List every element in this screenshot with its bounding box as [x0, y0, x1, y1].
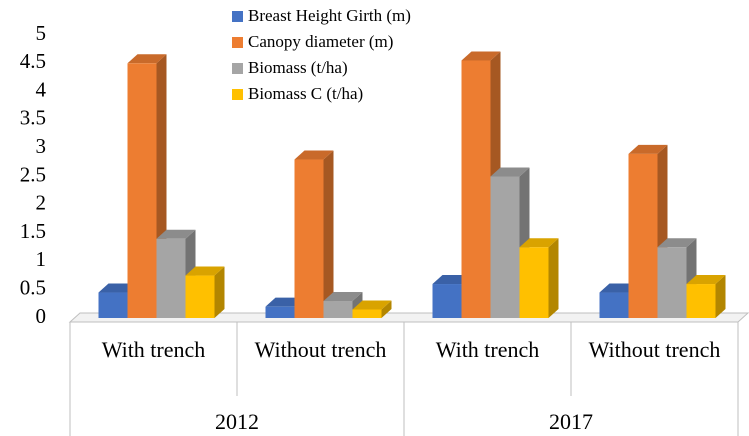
y-tick-label: 1.5 — [20, 219, 46, 243]
bar-face — [686, 284, 716, 318]
legend-label: Biomass (t/ha) — [248, 58, 348, 77]
y-tick-label: 5 — [36, 21, 47, 45]
bar-face — [98, 292, 128, 318]
bar-face — [628, 153, 658, 318]
bar-face — [127, 63, 157, 318]
y-tick-label: 2.5 — [20, 162, 46, 186]
bar-face — [548, 238, 559, 318]
x-group-label: 2012 — [215, 409, 259, 434]
bar — [185, 266, 225, 318]
legend-swatch — [232, 89, 243, 100]
bar-face — [490, 167, 530, 177]
y-tick-label: 3.5 — [20, 106, 46, 130]
x-tick-label: With trench — [435, 337, 540, 362]
bar-face — [628, 144, 668, 154]
bar — [294, 150, 334, 318]
bar-face — [127, 54, 167, 64]
bar-face — [156, 229, 196, 239]
bar-face — [686, 275, 726, 285]
y-tick-label: 4.5 — [20, 49, 46, 73]
legend-swatch — [232, 63, 243, 74]
bar-face — [519, 238, 559, 248]
x-tick-label: With trench — [101, 337, 206, 362]
bar-face — [461, 51, 501, 61]
legend-label: Breast Height Girth (m) — [248, 6, 411, 25]
x-tick-label: Without trench — [254, 337, 387, 362]
y-tick-label: 1 — [36, 247, 47, 271]
bar-face — [265, 306, 295, 318]
bar-face — [323, 292, 363, 302]
legend-label: Canopy diameter (m) — [248, 32, 393, 51]
legend-swatch — [232, 11, 243, 22]
bar-face — [214, 266, 225, 318]
bar — [686, 275, 726, 318]
bar-face — [599, 292, 629, 318]
y-tick-label: 0.5 — [20, 276, 46, 300]
bar-face — [657, 238, 697, 248]
bar-face — [156, 238, 186, 318]
floor — [68, 312, 749, 323]
bar-face — [185, 266, 225, 276]
bar — [461, 51, 501, 318]
bar-face — [490, 176, 520, 318]
bar-face — [185, 275, 215, 318]
x-group-label: 2017 — [549, 409, 593, 434]
legend-label: Biomass C (t/ha) — [248, 84, 363, 103]
bar-face — [323, 301, 353, 318]
bar-face — [657, 247, 687, 318]
bar-face — [294, 159, 324, 318]
y-tick-label: 2 — [36, 191, 47, 215]
bar-face — [381, 300, 392, 318]
bar-face — [294, 150, 334, 160]
bar-face — [715, 275, 726, 318]
bar-face — [461, 60, 491, 318]
y-tick-label: 3 — [36, 134, 47, 158]
bar — [519, 238, 559, 318]
bar-face — [352, 300, 392, 310]
y-tick-label: 4 — [36, 77, 47, 101]
bar — [352, 300, 392, 318]
bar-face — [323, 150, 334, 318]
legend-swatch — [232, 37, 243, 48]
bar-face — [432, 284, 462, 318]
y-tick-label: 0 — [36, 304, 47, 328]
bar-face — [519, 247, 549, 318]
bar-face — [352, 309, 382, 318]
x-tick-label: Without trench — [588, 337, 721, 362]
